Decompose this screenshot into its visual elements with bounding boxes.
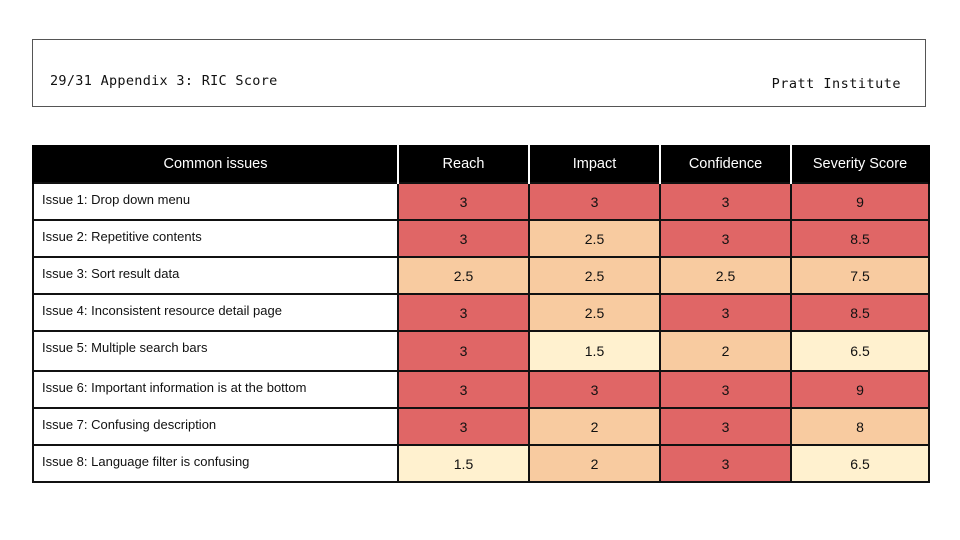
impact-cell: 2.5 bbox=[528, 219, 661, 258]
issue-cell: Issue 5: Multiple search bars bbox=[32, 330, 399, 372]
table-row: Issue 8: Language filter is confusing 1.5… bbox=[32, 444, 930, 483]
confidence-cell: 3 bbox=[659, 182, 792, 221]
confidence-cell: 3 bbox=[659, 444, 792, 483]
table-row: Issue 1: Drop down menu 3 3 3 9 bbox=[32, 182, 930, 221]
severity-cell: 7.5 bbox=[790, 256, 930, 295]
confidence-cell: 3 bbox=[659, 370, 792, 409]
impact-cell: 3 bbox=[528, 370, 661, 409]
table-row: Issue 4: Inconsistent resource detail pa… bbox=[32, 293, 930, 332]
severity-cell: 8 bbox=[790, 407, 930, 446]
severity-cell: 6.5 bbox=[790, 330, 930, 372]
severity-cell: 9 bbox=[790, 182, 930, 221]
issue-cell: Issue 8: Language filter is confusing bbox=[32, 444, 399, 483]
confidence-cell: 3 bbox=[659, 219, 792, 258]
reach-cell: 3 bbox=[397, 182, 530, 221]
issue-cell: Issue 6: Important information is at the… bbox=[32, 370, 399, 409]
table-row: Issue 3: Sort result data 2.5 2.5 2.5 7.5 bbox=[32, 256, 930, 295]
reach-cell: 3 bbox=[397, 293, 530, 332]
severity-cell: 8.5 bbox=[790, 219, 930, 258]
confidence-cell: 3 bbox=[659, 407, 792, 446]
ric-score-table: Common issues Reach Impact Confidence Se… bbox=[32, 145, 930, 483]
reach-cell: 3 bbox=[397, 330, 530, 372]
issue-cell: Issue 4: Inconsistent resource detail pa… bbox=[32, 293, 399, 332]
reach-cell: 2.5 bbox=[397, 256, 530, 295]
table-row: Issue 7: Confusing description 3 2 3 8 bbox=[32, 407, 930, 446]
slide-header: 29/31 Appendix 3: RIC Score Pratt Instit… bbox=[32, 39, 926, 107]
column-header-severity-score: Severity Score bbox=[790, 145, 930, 183]
confidence-cell: 2 bbox=[659, 330, 792, 372]
table-row: Issue 2: Repetitive contents 3 2.5 3 8.5 bbox=[32, 219, 930, 258]
impact-cell: 2.5 bbox=[528, 293, 661, 332]
reach-cell: 3 bbox=[397, 370, 530, 409]
severity-cell: 9 bbox=[790, 370, 930, 409]
issue-cell: Issue 7: Confusing description bbox=[32, 407, 399, 446]
column-header-common-issues: Common issues bbox=[32, 145, 398, 183]
confidence-cell: 3 bbox=[659, 293, 792, 332]
table-header-row: Common issues Reach Impact Confidence Se… bbox=[32, 145, 930, 183]
severity-cell: 6.5 bbox=[790, 444, 930, 483]
table-row: Issue 5: Multiple search bars 3 1.5 2 6.5 bbox=[32, 330, 930, 372]
issue-cell: Issue 2: Repetitive contents bbox=[32, 219, 399, 258]
impact-cell: 1.5 bbox=[528, 330, 661, 372]
table-row: Issue 6: Important information is at the… bbox=[32, 370, 930, 409]
reach-cell: 1.5 bbox=[397, 444, 530, 483]
severity-cell: 8.5 bbox=[790, 293, 930, 332]
impact-cell: 2 bbox=[528, 407, 661, 446]
confidence-cell: 2.5 bbox=[659, 256, 792, 295]
issue-cell: Issue 3: Sort result data bbox=[32, 256, 399, 295]
impact-cell: 2 bbox=[528, 444, 661, 483]
organization-label: Pratt Institute bbox=[771, 76, 901, 92]
reach-cell: 3 bbox=[397, 407, 530, 446]
column-header-confidence: Confidence bbox=[659, 145, 791, 183]
impact-cell: 2.5 bbox=[528, 256, 661, 295]
reach-cell: 3 bbox=[397, 219, 530, 258]
issue-cell: Issue 1: Drop down menu bbox=[32, 182, 399, 221]
page-label: 29/31 Appendix 3: RIC Score bbox=[50, 73, 278, 89]
column-header-impact: Impact bbox=[528, 145, 660, 183]
impact-cell: 3 bbox=[528, 182, 661, 221]
column-header-reach: Reach bbox=[397, 145, 529, 183]
